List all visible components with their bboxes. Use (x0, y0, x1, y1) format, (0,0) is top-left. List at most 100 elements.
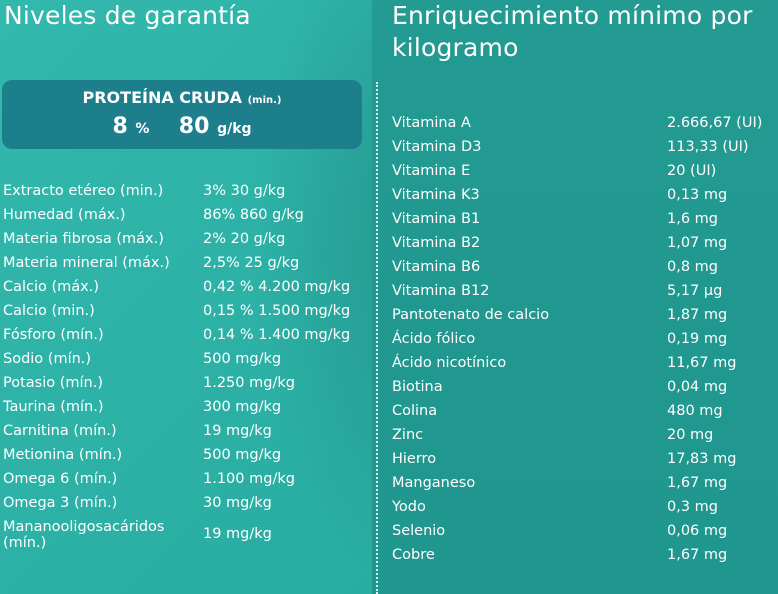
table-row: Yodo 0,3 mg (392, 495, 772, 519)
nutrient-name: Biotina (392, 379, 443, 395)
table-row: Vitamina B6 0,8 mg (392, 255, 772, 279)
nutrient-value: 5,17 µg (667, 283, 723, 299)
nutrient-value: 1,67 mg (667, 475, 728, 491)
nutrient-value: 1.250 mg/kg (203, 375, 295, 391)
nutrient-name: Omega 6 (mín.) (3, 471, 118, 487)
nutrient-name: Vitamina A (392, 115, 471, 131)
table-row: Metionina (mín.) 500 mg/kg (3, 443, 373, 467)
nutrient-value: 0,06 mg (667, 523, 728, 539)
table-row: Fósforo (mín.) 0,14 % 1.400 mg/kg (3, 323, 373, 347)
table-row: Hierro 17,83 mg (392, 447, 772, 471)
table-row: Vitamina B12 5,17 µg (392, 279, 772, 303)
nutrient-name: Materia fibrosa (máx.) (3, 231, 164, 247)
nutrient-value: 3% 30 g/kg (203, 183, 286, 199)
nutrient-name: Vitamina B12 (392, 283, 490, 299)
crude-protein-qualifier: (min.) (247, 95, 282, 106)
nutrient-value: 2,5% 25 g/kg (203, 255, 300, 271)
table-row: Potasio (mín.) 1.250 mg/kg (3, 371, 373, 395)
table-row: Biotina 0,04 mg (392, 375, 772, 399)
table-row: Pantotenato de calcio 1,87 mg (392, 303, 772, 327)
nutrient-name: Yodo (392, 499, 426, 515)
right-panel-background (372, 0, 778, 594)
nutrient-value: 11,67 mg (667, 355, 737, 371)
nutrient-name: Cobre (392, 547, 435, 563)
table-row: Vitamina B2 1,07 mg (392, 231, 772, 255)
crude-protein-percent-unit: % (135, 121, 150, 137)
nutrient-name: Omega 3 (mín.) (3, 495, 118, 511)
enrichment-table: Vitamina A 2.666,67 (UI) Vitamina D3 113,3… (392, 111, 772, 567)
nutrient-value: 1,67 mg (667, 547, 728, 563)
nutrient-name: Manganeso (392, 475, 476, 491)
table-row: Vitamina A 2.666,67 (UI) (392, 111, 772, 135)
table-row: Zinc 20 mg (392, 423, 772, 447)
table-row: Taurina (mín.) 300 mg/kg (3, 395, 373, 419)
nutrient-value: 113,33 (UI) (667, 139, 749, 155)
nutrient-value: 19 mg/kg (203, 526, 272, 542)
nutrient-name: Taurina (mín.) (3, 399, 104, 415)
nutrient-name: Calcio (máx.) (3, 279, 100, 295)
nutrient-value: 1.100 mg/kg (203, 471, 295, 487)
table-row: Extracto etéreo (min.) 3% 30 g/kg (3, 179, 373, 203)
table-row: Calcio (máx.) 0,42 % 4.200 mg/kg (3, 275, 373, 299)
nutrient-name: Selenio (392, 523, 446, 539)
nutrient-value: 480 mg (667, 403, 723, 419)
nutrient-value: 300 mg/kg (203, 399, 282, 415)
nutrient-name: Vitamina B6 (392, 259, 481, 275)
table-row: Vitamina D3 113,33 (UI) (392, 135, 772, 159)
nutrient-value: 0,8 mg (667, 259, 718, 275)
table-row: Carnitina (mín.) 19 mg/kg (3, 419, 373, 443)
nutrient-value: 0,14 % 1.400 mg/kg (203, 327, 351, 343)
nutrient-name: Materia mineral (máx.) (3, 255, 170, 271)
table-row: Materia mineral (máx.) 2,5% 25 g/kg (3, 251, 373, 275)
nutrient-value: 1,87 mg (667, 307, 728, 323)
nutrient-name: Carnitina (mín.) (3, 423, 117, 439)
dotted-divider (376, 82, 378, 594)
nutrient-value: 17,83 mg (667, 451, 737, 467)
nutrient-value: 1,6 mg (667, 211, 718, 227)
table-row: Sodio (mín.) 500 mg/kg (3, 347, 373, 371)
nutrient-value: 2.666,67 (UI) (667, 115, 763, 131)
table-row: Mananooligosacáridos (mín.) 19 mg/kg (3, 515, 373, 553)
crude-protein-values: 8 % 80 g/kg (2, 112, 362, 144)
nutrient-value: 30 mg/kg (203, 495, 272, 511)
table-row: Vitamina B1 1,6 mg (392, 207, 772, 231)
nutrient-name: Vitamina K3 (392, 187, 480, 203)
nutrient-value: 500 mg/kg (203, 447, 282, 463)
nutrient-value: 0,13 mg (667, 187, 728, 203)
table-row: Ácido nicotínico 11,67 mg (392, 351, 772, 375)
guarantee-levels-title: Niveles de garantía (4, 1, 251, 30)
crude-protein-box: PROTEÍNA CRUDA (min.) 8 % 80 g/kg (2, 80, 362, 149)
table-row: Vitamina K3 0,13 mg (392, 183, 772, 207)
crude-protein-label: PROTEÍNA CRUDA (82, 88, 243, 107)
nutrient-value: 20 (UI) (667, 163, 717, 179)
nutrient-value: 500 mg/kg (203, 351, 282, 367)
nutrient-name: Humedad (máx.) (3, 207, 126, 223)
table-row: Cobre 1,67 mg (392, 543, 772, 567)
nutrient-value: 19 mg/kg (203, 423, 272, 439)
nutrient-name: Vitamina B1 (392, 211, 481, 227)
nutrient-value: 0,19 mg (667, 331, 728, 347)
nutrient-value: 20 mg (667, 427, 714, 443)
nutrient-name: Ácido nicotínico (392, 355, 507, 371)
nutrient-name: Colina (392, 403, 438, 419)
table-row: Manganeso 1,67 mg (392, 471, 772, 495)
nutrient-name: Vitamina B2 (392, 235, 481, 251)
guarantee-levels-table: Extracto etéreo (min.) 3% 30 g/kg Humedad… (3, 179, 373, 553)
table-row: Omega 3 (mín.) 30 mg/kg (3, 491, 373, 515)
table-row: Omega 6 (mín.) 1.100 mg/kg (3, 467, 373, 491)
nutrient-name: Ácido fólico (392, 331, 476, 347)
nutrient-name: Vitamina D3 (392, 139, 482, 155)
crude-protein-percent-value: 8 (112, 114, 128, 139)
nutrient-value: 1,07 mg (667, 235, 728, 251)
nutrient-value: 0,42 % 4.200 mg/kg (203, 279, 351, 295)
table-row: Selenio 0,06 mg (392, 519, 772, 543)
nutrient-name: Extracto etéreo (min.) (3, 183, 164, 199)
nutrient-name: Sodio (mín.) (3, 351, 92, 367)
table-row: Ácido fólico 0,19 mg (392, 327, 772, 351)
nutrient-name: Mananooligosacáridos (mín.) (3, 519, 165, 551)
nutrient-name: Vitamina E (392, 163, 471, 179)
nutrient-value: 0,15 % 1.500 mg/kg (203, 303, 351, 319)
crude-protein-label-line: PROTEÍNA CRUDA (min.) (2, 88, 362, 111)
nutrient-name: Pantotenato de calcio (392, 307, 550, 323)
crude-protein-amount-unit: g/kg (217, 121, 252, 137)
